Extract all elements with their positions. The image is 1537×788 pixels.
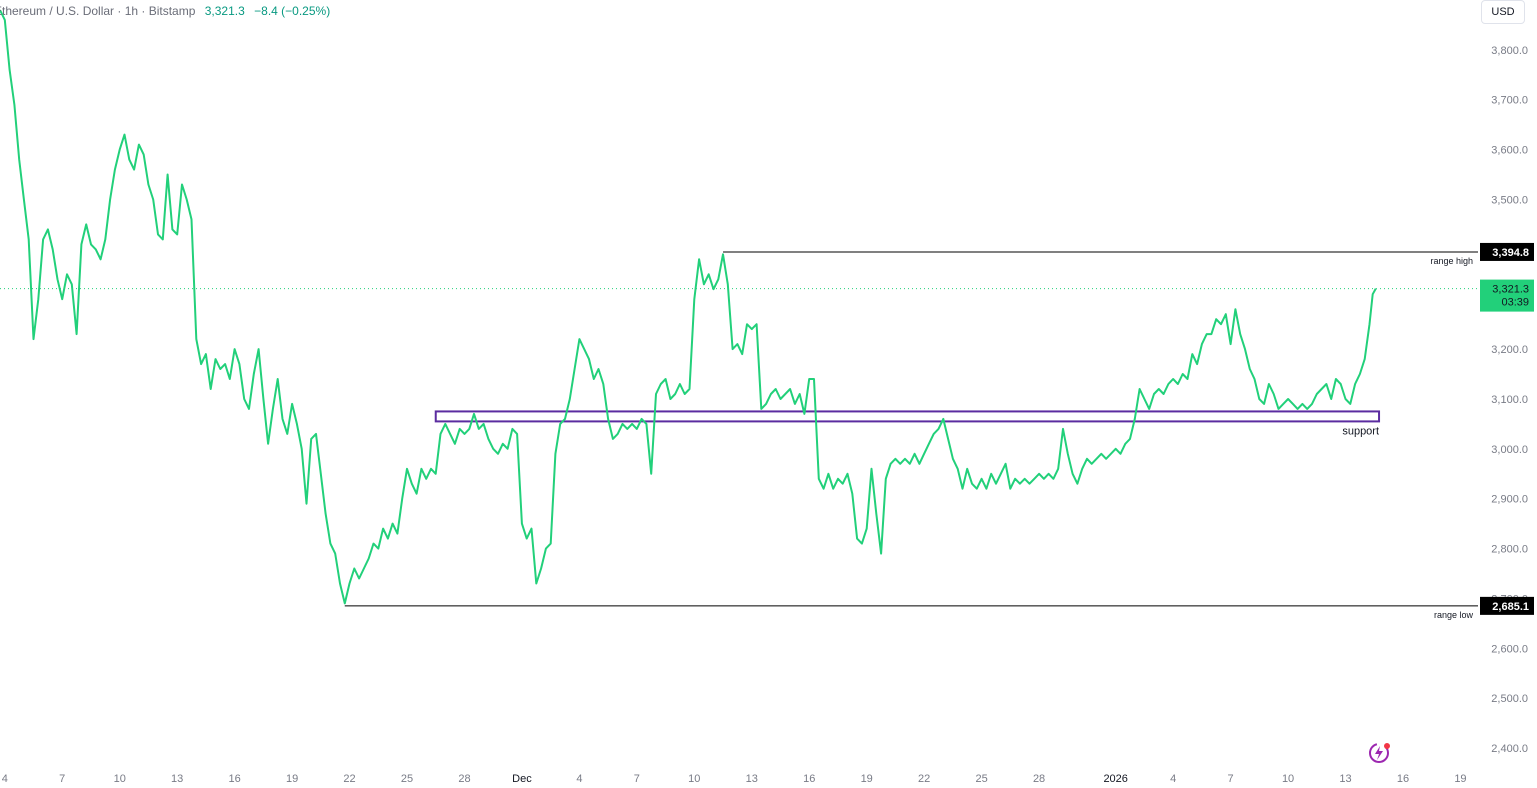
level-price-badge: 2,685.1 [1480,596,1534,615]
support-zone[interactable]: support [434,410,1381,437]
x-tick-label: 4 [576,773,582,785]
x-tick-label: 25 [975,773,987,785]
svg-text:3,394.8: 3,394.8 [1492,247,1529,259]
y-tick-label: 2,900.0 [1491,494,1528,506]
y-tick-label: 3,000.0 [1491,444,1528,456]
lightning-icon[interactable] [1366,739,1394,767]
x-tick-label: 7 [59,773,65,785]
level-range-low[interactable]: range low [344,605,1478,620]
symbol-title[interactable]: Ethereum / U.S. Dollar · 1h · Bitstamp [0,4,196,18]
x-tick-label: 16 [1397,773,1409,785]
y-tick-label: 3,100.0 [1491,394,1528,406]
x-tick-label: 13 [1339,773,1351,785]
support-label: support [1342,425,1379,437]
y-tick-label: 3,700.0 [1491,95,1528,107]
currency-button[interactable]: USD [1481,0,1525,24]
price-line [0,9,1377,605]
last-price: 3,321.3 [204,4,245,18]
countdown: 03:39 [1501,297,1529,309]
y-tick-label: 2,800.0 [1491,544,1528,556]
svg-text:2,685.1: 2,685.1 [1492,601,1529,613]
x-tick-label: 19 [861,773,873,785]
x-tick-label: Dec [512,773,532,785]
levels-layer: range high range low [344,251,1478,620]
x-tick-label: 2026 [1103,773,1127,785]
support-layer: support [434,410,1381,437]
price-change: −8.4 (−0.25%) [254,4,331,18]
x-tick-label: 19 [1454,773,1466,785]
x-tick-label: 10 [1282,773,1294,785]
support-box [434,410,1381,423]
x-tick-label: 13 [746,773,758,785]
axis-labels: 3,394.8 2,685.1 3,321.303:39 [1480,242,1534,615]
chart-header: Ethereum / U.S. Dollar · 1h · Bitstamp 3… [0,4,330,18]
x-tick-label: 7 [1228,773,1234,785]
level-label: range low [1434,610,1474,620]
x-tick-label: 22 [918,773,930,785]
x-tick-label: 10 [114,773,126,785]
x-tick-label: 16 [803,773,815,785]
level-range-high[interactable]: range high [723,251,1478,266]
y-tick-label: 3,800.0 [1491,45,1528,57]
x-tick-label: 13 [171,773,183,785]
x-tick-label: 28 [1033,773,1045,785]
y-tick-label: 3,500.0 [1491,194,1528,206]
x-tick-label: 22 [343,773,355,785]
level-label: range high [1430,256,1473,266]
x-tick-label: 4 [2,773,8,785]
x-tick-label: 28 [458,773,470,785]
x-tick-label: 10 [688,773,700,785]
x-tick-label: 4 [1170,773,1176,785]
x-tick-label: 16 [229,773,241,785]
y-tick-label: 3,200.0 [1491,344,1528,356]
level-price-badge: 3,394.8 [1480,242,1534,261]
price-axis[interactable]: 2,400.02,500.02,600.02,700.02,800.02,900… [1491,45,1528,755]
y-tick-label: 2,500.0 [1491,693,1528,705]
svg-text:3,321.3: 3,321.3 [1492,284,1529,296]
last-price-badge: 3,321.303:39 [1480,279,1534,312]
y-tick-label: 3,600.0 [1491,145,1528,157]
x-tick-label: 19 [286,773,298,785]
x-tick-label: 25 [401,773,413,785]
y-tick-label: 2,600.0 [1491,643,1528,655]
y-tick-label: 2,400.0 [1491,743,1528,755]
x-tick-label: 7 [634,773,640,785]
time-axis[interactable]: 4 7 10 13 16 19 22 25 28 Dec 4 7 10 13 16 19 22 25 28 2026 4… [2,773,1467,785]
